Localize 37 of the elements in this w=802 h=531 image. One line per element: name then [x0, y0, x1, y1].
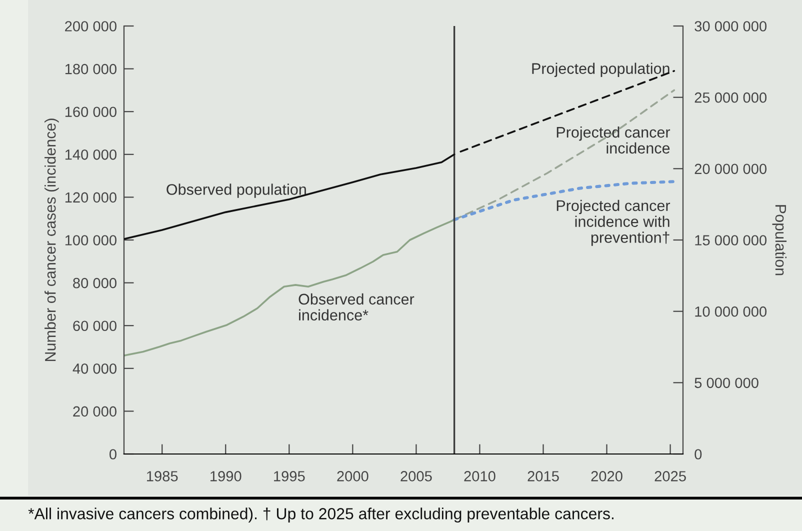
x-tick-label: 2025: [654, 471, 686, 482]
y2-tick-label: 10 000 000: [695, 306, 767, 317]
y2-axis-title: Population: [772, 205, 787, 276]
y2-tick-label: 25 000 000: [694, 92, 767, 103]
x-tick-label: 2000: [337, 471, 368, 482]
y-tick-label: 80 000: [73, 278, 116, 288]
line-series: [124, 153, 456, 240]
y2-tick-label: 5 000 000: [694, 378, 758, 388]
y-axis-title: Number of cancer cases (incidence): [44, 118, 59, 362]
x-tick-label: 2005: [400, 471, 432, 482]
y2-tick-label: 20 000 000: [694, 164, 767, 174]
series-label: Observed population: [166, 184, 306, 198]
x-tick-label: 2020: [591, 471, 622, 482]
x-tick-label: 2010: [464, 471, 496, 482]
y-tick-label: 120 000: [65, 192, 116, 203]
text: *All invasive cancers combined). † Up to 2025 after excluding preventable cancers.: [28, 508, 614, 523]
x-tick-label: 1985: [146, 471, 178, 482]
series-label: Projected cancer incidence with prevention†: [556, 200, 670, 246]
y-tick-label: 20 000: [73, 406, 116, 417]
series-label: Projected population: [532, 62, 670, 77]
y2-tick-label: 0: [694, 449, 702, 460]
y2-tick-label: 30 000 000: [694, 21, 767, 32]
line-series: [124, 218, 456, 356]
y-tick-label: 40 000: [72, 364, 116, 374]
y-tick-label: 100 000: [65, 235, 116, 246]
series-label: Observed cancer incidence*: [298, 293, 414, 321]
series-label: Projected cancer incidence: [556, 126, 670, 154]
y2-tick-label: 15 000 000: [695, 235, 767, 246]
y-tick-label: 160 000: [65, 106, 116, 118]
y-tick-label: 60 000: [73, 320, 116, 332]
y-tick-label: 200 000: [65, 21, 116, 32]
y-tick-label: 140 000: [65, 150, 116, 160]
y-tick-label: 0: [110, 449, 116, 460]
x-tick-label: 2015: [528, 471, 559, 482]
x-tick-label: 1990: [210, 471, 242, 482]
y-tick-label: 180 000: [65, 64, 116, 74]
x-tick-label: 1995: [274, 471, 305, 482]
